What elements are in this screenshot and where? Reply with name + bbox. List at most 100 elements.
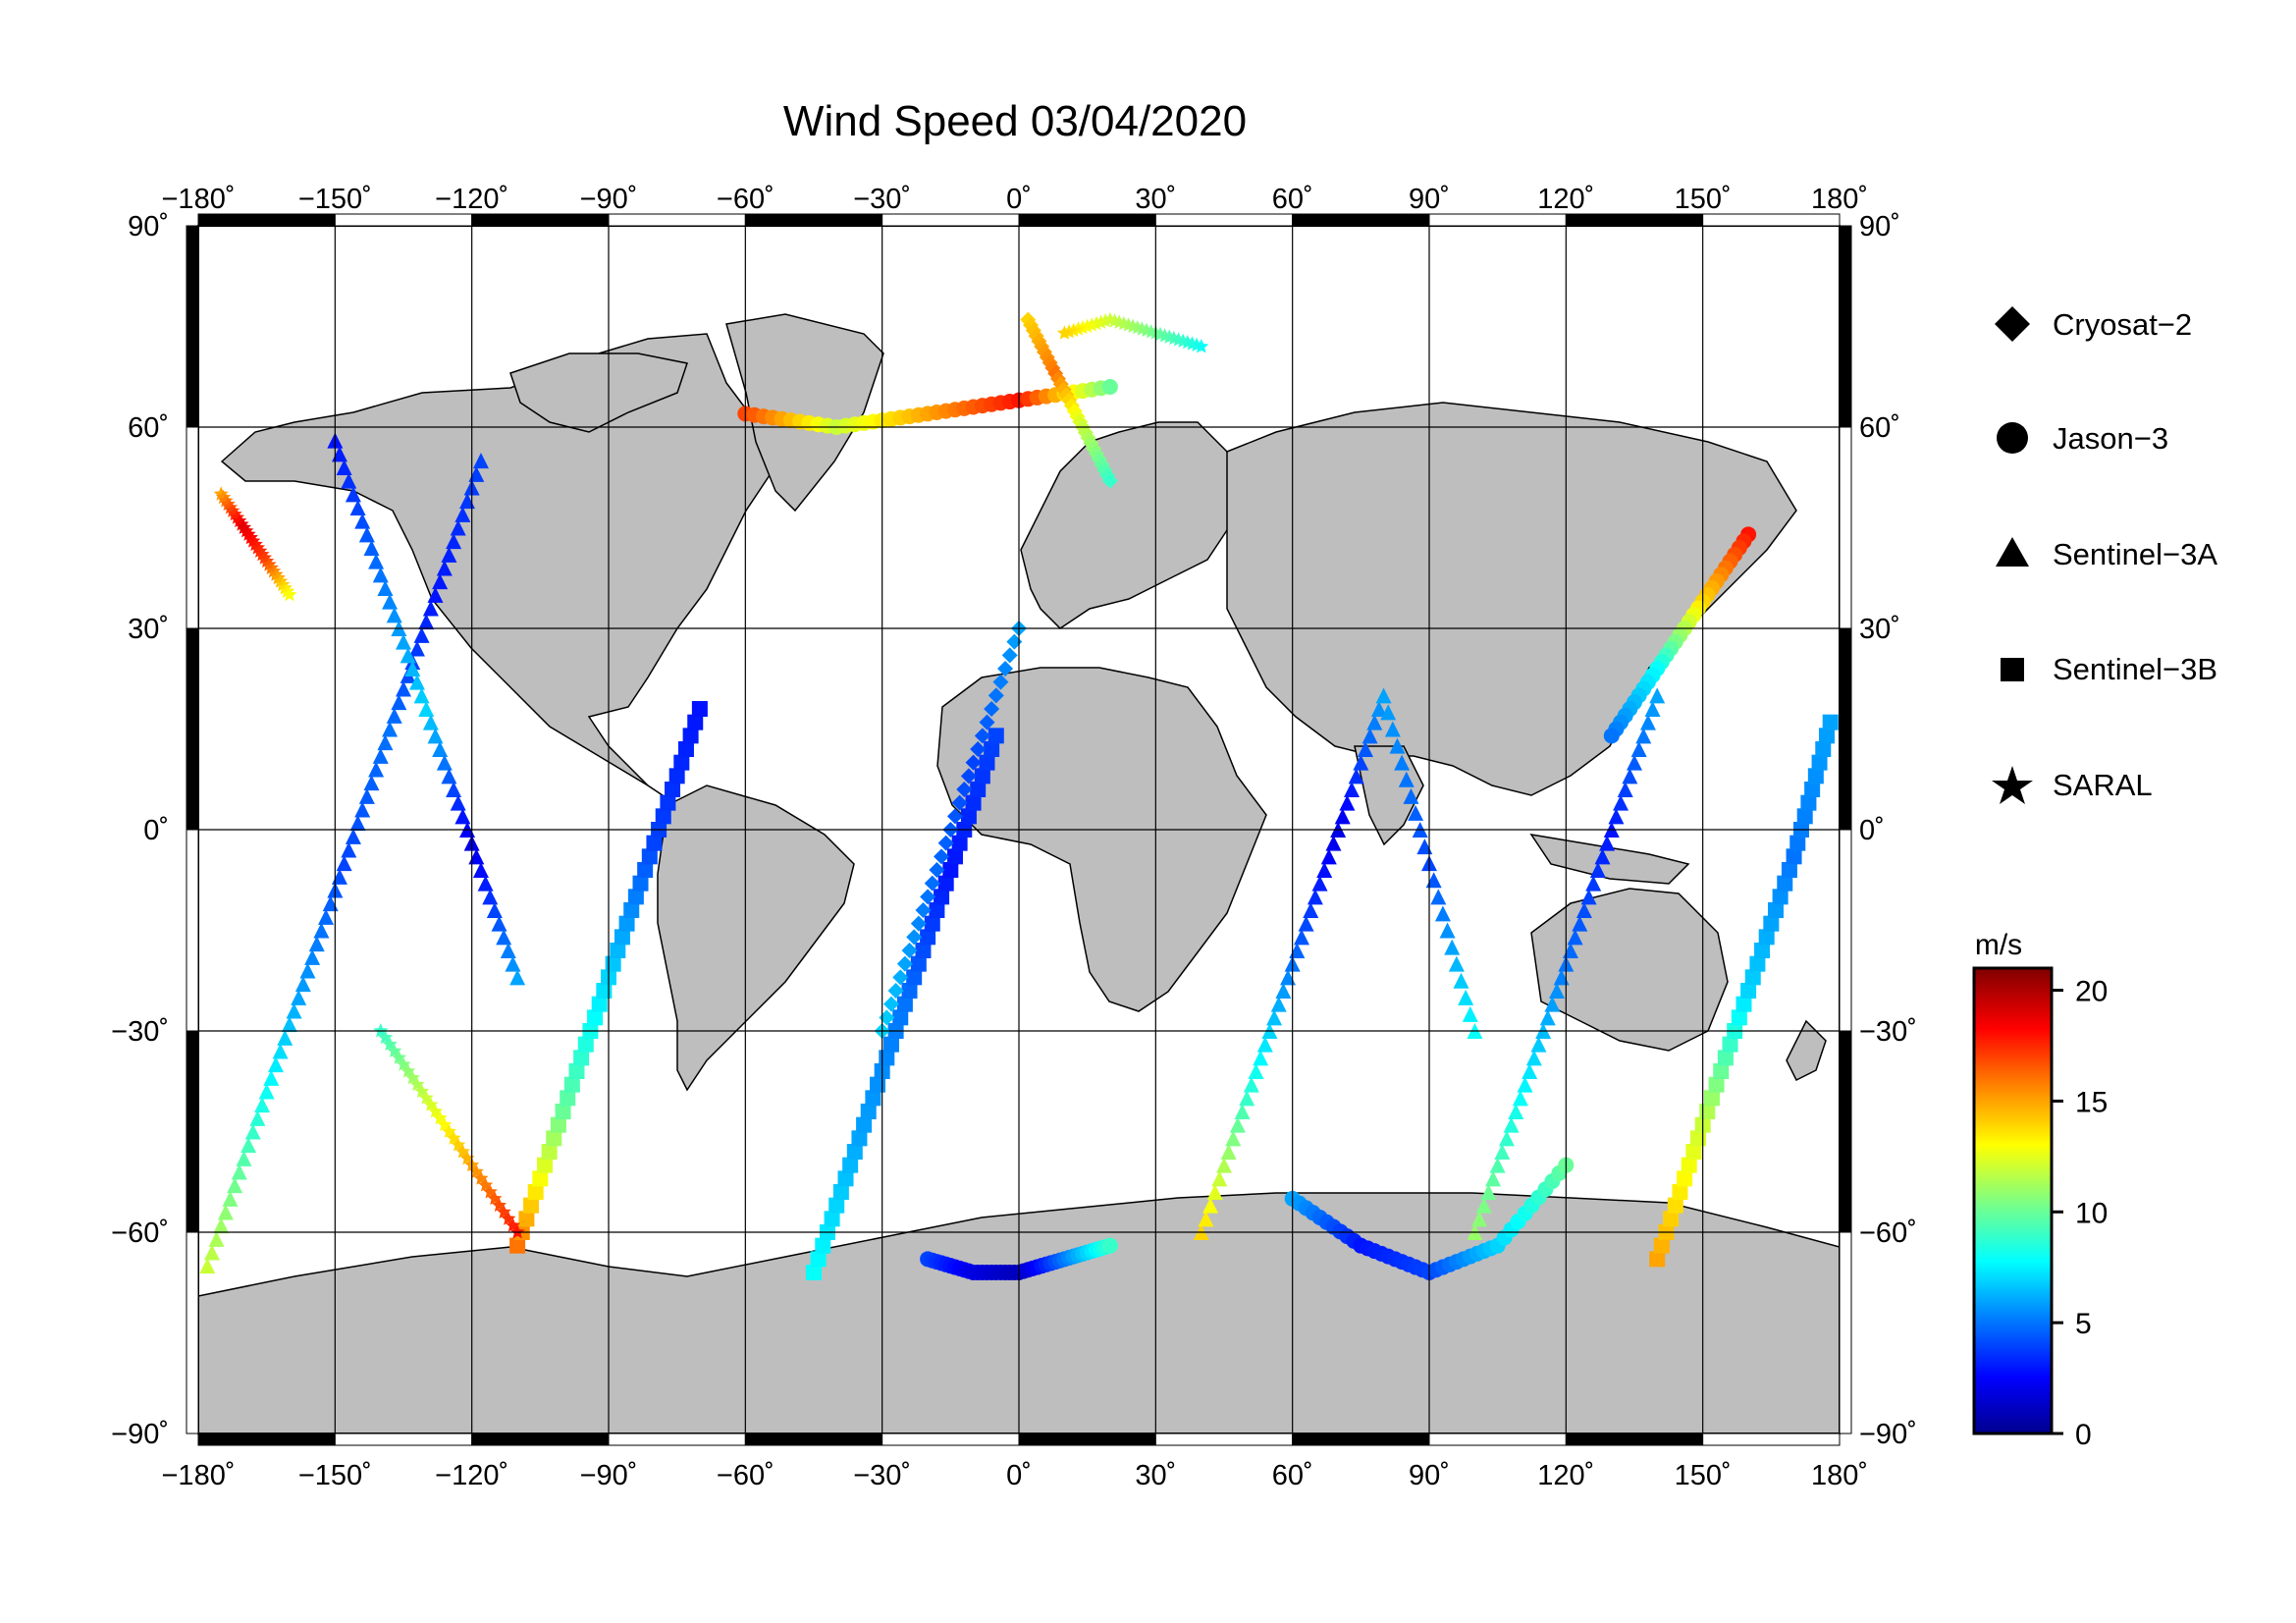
saral-point bbox=[1130, 319, 1146, 335]
sentinel3a-point bbox=[400, 647, 416, 664]
sentinel3a-point bbox=[294, 976, 311, 993]
sentinel3a-point bbox=[1316, 862, 1333, 878]
lon-tick-label-bottom: 120˚ bbox=[1537, 1460, 1594, 1491]
sentinel3a-point bbox=[1622, 768, 1638, 784]
sentinel3a-point bbox=[331, 446, 347, 462]
sentinel3a-point bbox=[1512, 1090, 1528, 1107]
sentinel3b-point bbox=[879, 1050, 895, 1066]
saral-point bbox=[1120, 317, 1137, 332]
sentinel3a-point bbox=[1489, 1157, 1506, 1173]
sentinel3a-point bbox=[281, 1016, 297, 1033]
sentinel3b-point bbox=[1677, 1170, 1693, 1187]
lat-tick-label-right: 60˚ bbox=[1859, 412, 1900, 444]
sentinel3a-point bbox=[354, 801, 371, 818]
sentinel3b-point bbox=[960, 808, 977, 825]
sentinel3a-point bbox=[249, 1109, 266, 1126]
cryosat2-point bbox=[924, 875, 940, 892]
sentinel3a-point bbox=[258, 1083, 275, 1100]
sentinel3b-point bbox=[924, 915, 940, 932]
sentinel3b-point bbox=[555, 1104, 571, 1119]
sentinel3a-point bbox=[1475, 1197, 1492, 1214]
cryosat2-point bbox=[920, 889, 936, 905]
sentinel3a-point bbox=[1289, 943, 1306, 958]
sentinel3a-point bbox=[1613, 794, 1629, 811]
saral-point bbox=[1139, 322, 1154, 338]
cryosat2-point bbox=[974, 728, 990, 744]
sentinel3a-point bbox=[1448, 955, 1465, 972]
sentinel3a-point bbox=[446, 782, 462, 797]
border-segment-top bbox=[1292, 213, 1430, 227]
sentinel3a-point bbox=[341, 472, 357, 489]
sentinel3a-point bbox=[1425, 872, 1442, 889]
border-segment-bottom bbox=[1154, 1433, 1294, 1446]
saral-point bbox=[1116, 315, 1132, 331]
axis-tick-labels: −180˚ −180˚ −150˚ −150˚ −120˚ −120˚ −90˚ −90˚ −6… bbox=[111, 184, 1917, 1491]
sentinel3b-point bbox=[984, 741, 1000, 757]
sentinel3b-point bbox=[896, 996, 913, 1012]
sentinel3a-point bbox=[1439, 922, 1456, 939]
sentinel3a-point bbox=[1444, 939, 1461, 955]
sentinel3a-point bbox=[1229, 1116, 1246, 1133]
sentinel3a-point bbox=[496, 929, 512, 946]
sentinel3a-point bbox=[1630, 741, 1647, 757]
sentinel3b-point bbox=[1767, 902, 1784, 918]
sentinel3b-point bbox=[568, 1063, 585, 1079]
border-segment-top bbox=[1702, 213, 1841, 227]
lat-tick-label-left: 90˚ bbox=[128, 211, 169, 243]
border-segment-left bbox=[186, 1030, 199, 1233]
legend-item-jason3: Jason−3 bbox=[1997, 421, 2168, 456]
sentinel3a-point bbox=[1627, 754, 1642, 771]
sentinel3a-point bbox=[408, 674, 425, 690]
legend-label: Sentinel−3A bbox=[2053, 537, 2217, 571]
sentinel3a-point bbox=[1403, 787, 1419, 804]
sentinel3a-point bbox=[349, 815, 366, 832]
sentinel3a-point bbox=[1366, 714, 1383, 730]
sentinel3a-point bbox=[1307, 889, 1323, 905]
sentinel3a-point bbox=[1362, 728, 1378, 744]
sentinel3a-point bbox=[1303, 902, 1319, 918]
star-marker-icon bbox=[1992, 766, 2033, 804]
sentinel3a-point bbox=[1275, 983, 1292, 999]
sentinel3b-point bbox=[691, 701, 708, 717]
sentinel3a-point bbox=[477, 875, 494, 892]
sentinel3b-point bbox=[518, 1211, 535, 1227]
legend-label: Sentinel−3B bbox=[2053, 652, 2217, 686]
triangle-marker-icon bbox=[1996, 537, 2029, 567]
border-segment-bottom bbox=[1292, 1433, 1430, 1446]
sentinel3a-point bbox=[486, 902, 503, 918]
border-segment-top bbox=[744, 213, 883, 227]
sentinel3a-point bbox=[1344, 782, 1361, 797]
sentinel3a-point bbox=[354, 513, 371, 529]
border-segment-top bbox=[334, 213, 473, 227]
sentinel3a-point bbox=[509, 969, 526, 986]
cryosat2-point bbox=[997, 661, 1014, 676]
land-indonesia bbox=[1529, 833, 1690, 885]
sentinel3b-point bbox=[942, 862, 959, 878]
sentinel3b-point bbox=[860, 1104, 877, 1119]
lon-tick-label-top: 180˚ bbox=[1811, 184, 1868, 215]
lon-tick-label-bottom: −60˚ bbox=[717, 1460, 774, 1491]
cryosat2-point bbox=[988, 687, 1004, 704]
cryosat2-point bbox=[929, 862, 945, 878]
saral-point bbox=[282, 586, 297, 602]
sentinel3b-point bbox=[1804, 782, 1821, 797]
sentinel3b-point bbox=[856, 1116, 873, 1133]
lon-tick-label-bottom: −30˚ bbox=[853, 1460, 911, 1491]
sentinel3a-point bbox=[454, 506, 471, 522]
sentinel3b-point bbox=[965, 794, 982, 811]
border-segment-bottom bbox=[1018, 1433, 1156, 1446]
sentinel3a-point bbox=[1375, 687, 1392, 704]
sentinel3a-point bbox=[313, 922, 330, 939]
sentinel3b-point bbox=[934, 889, 950, 905]
lon-tick-label-top: 150˚ bbox=[1675, 184, 1732, 215]
sentinel3a-point bbox=[1270, 996, 1287, 1012]
sentinel3a-point bbox=[413, 687, 430, 704]
sentinel3b-point bbox=[1781, 862, 1797, 878]
sentinel3b-point bbox=[1822, 714, 1839, 730]
sentinel3b-point bbox=[1772, 889, 1789, 905]
sentinel3a-point bbox=[1635, 728, 1652, 744]
colorbar-tick-label: 20 bbox=[2075, 976, 2108, 1008]
cryosat2-point bbox=[901, 943, 918, 958]
jason3-point bbox=[1101, 1237, 1118, 1254]
sentinel3a-point bbox=[1320, 848, 1337, 865]
